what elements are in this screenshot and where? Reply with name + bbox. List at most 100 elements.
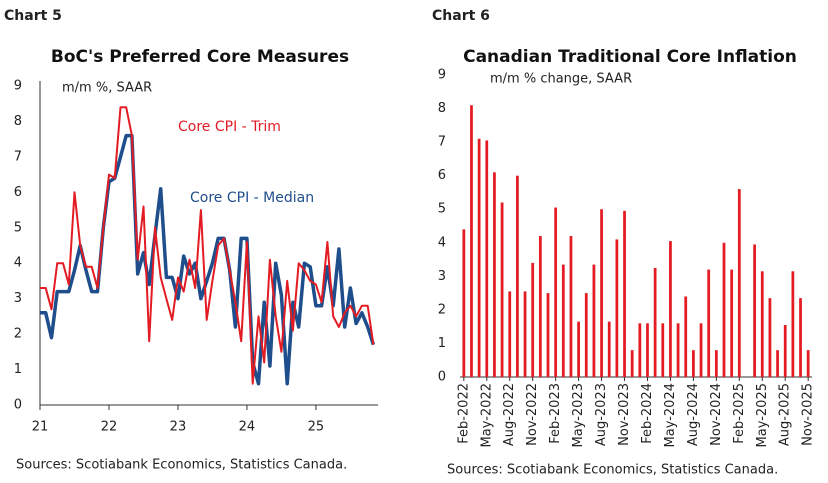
x-tick-label: 23: [170, 420, 187, 435]
bar: [699, 323, 703, 377]
y-tick-label: 5: [14, 220, 22, 235]
line-series: [40, 133, 376, 386]
chart: Chart 6 Canadian Traditional Core Inflati…: [432, 8, 816, 478]
bar: [493, 172, 496, 377]
chart-heading: Chart 5: [4, 8, 62, 24]
bar: [638, 323, 642, 377]
x-tick-label: Aug-2023: [594, 383, 609, 446]
y-tick-label: 9: [438, 68, 446, 83]
bar: [791, 271, 795, 377]
x-tick-label: 22: [101, 420, 118, 435]
y-tick-label: 8: [438, 101, 446, 116]
bar: [538, 236, 542, 377]
bar: [730, 269, 734, 377]
x-tick-label: Nov-2023: [617, 383, 632, 446]
line-series: [40, 106, 375, 385]
x-tick-label: Aug-2025: [778, 383, 793, 446]
bar: [714, 350, 718, 377]
bar: [584, 293, 588, 377]
bar: [684, 296, 688, 377]
y-tick-label: 4: [14, 256, 22, 271]
y-tick-label: 2: [14, 327, 22, 342]
x-tick-label: Feb-2024: [640, 383, 655, 444]
y-tick-label: 4: [438, 235, 446, 250]
bar: [799, 298, 802, 377]
y-tick-label: 7: [14, 149, 22, 164]
x-tick-label: 21: [32, 420, 49, 435]
bar: [692, 350, 695, 377]
y-tick-label: 7: [438, 135, 446, 150]
y-tick-label: 6: [438, 168, 446, 183]
bar: [500, 202, 504, 377]
x-tick-label: May-2024: [663, 383, 678, 447]
chart-title: Canadian Traditional Core Inflation: [463, 47, 797, 67]
bar: [561, 264, 565, 377]
bar: [615, 239, 619, 377]
bar: [783, 324, 787, 377]
x-tick-label: Nov-2025: [801, 383, 816, 446]
chart-subtitle: m/m %, SAAR: [62, 81, 152, 96]
source: Sources: Scotiabank Economics, Statistic…: [447, 463, 778, 478]
bar: [760, 271, 764, 377]
legend-label: Core CPI - Median: [190, 190, 314, 206]
y-tick-label: 1: [438, 336, 446, 351]
x-tick-label: May-2023: [571, 383, 586, 447]
x-tick-label: 25: [308, 420, 325, 435]
bar: [676, 323, 680, 377]
bar: [806, 350, 810, 377]
x-tick-label: Aug-2024: [686, 383, 701, 446]
chart-title: BoC's Preferred Core Measures: [51, 47, 349, 67]
y-tick-label: 8: [14, 114, 22, 129]
bar: [470, 105, 473, 377]
bar: [776, 350, 779, 377]
x-tick-label: 24: [239, 420, 256, 435]
bar: [485, 140, 489, 377]
x-tick-label: Nov-2022: [525, 383, 540, 446]
bar: [577, 321, 580, 377]
bar: [554, 207, 558, 377]
bar: [630, 350, 634, 377]
x-tick-label: Aug-2022: [502, 383, 517, 446]
bar: [462, 229, 466, 377]
y-tick-label: 6: [14, 185, 22, 200]
x-tick-label: Feb-2025: [732, 383, 747, 444]
bar: [737, 189, 741, 377]
x-tick-label: May-2022: [479, 383, 494, 447]
bar: [653, 267, 657, 377]
y-tick-label: 2: [438, 302, 446, 317]
y-tick-label: 0: [14, 398, 22, 413]
bar: [592, 264, 596, 377]
y-tick-label: 1: [14, 362, 22, 377]
bar: [722, 242, 726, 377]
legend-label: Core CPI - Trim: [178, 119, 281, 135]
y-tick-label: 3: [438, 269, 446, 284]
bar: [707, 269, 711, 377]
bar: [607, 321, 611, 377]
bar: [753, 244, 756, 377]
x-tick-label: Nov-2024: [709, 383, 724, 446]
x-tick-label: May-2025: [755, 383, 770, 447]
bar: [661, 323, 665, 377]
bar: [477, 138, 481, 377]
x-tick-label: Feb-2022: [456, 383, 471, 444]
bar: [516, 175, 519, 377]
y-tick-label: 0: [438, 370, 446, 385]
bar: [600, 209, 603, 377]
bar: [768, 298, 772, 377]
bar: [646, 323, 649, 377]
y-tick-label: 3: [14, 291, 22, 306]
chart: Chart 5 BoC's Preferred Core Measures m/m …: [4, 8, 378, 473]
source: Sources: Scotiabank Economics, Statistic…: [16, 458, 347, 473]
y-tick-label: 5: [438, 202, 446, 217]
bar: [623, 210, 626, 377]
bar: [669, 241, 672, 377]
bar: [569, 236, 573, 377]
bar: [523, 291, 527, 377]
chart-subtitle: m/m % change, SAAR: [490, 72, 632, 87]
bar: [531, 262, 535, 377]
bar: [546, 293, 550, 377]
bar: [508, 291, 512, 377]
y-tick-label: 9: [14, 79, 22, 94]
chart-heading: Chart 6: [432, 8, 490, 24]
